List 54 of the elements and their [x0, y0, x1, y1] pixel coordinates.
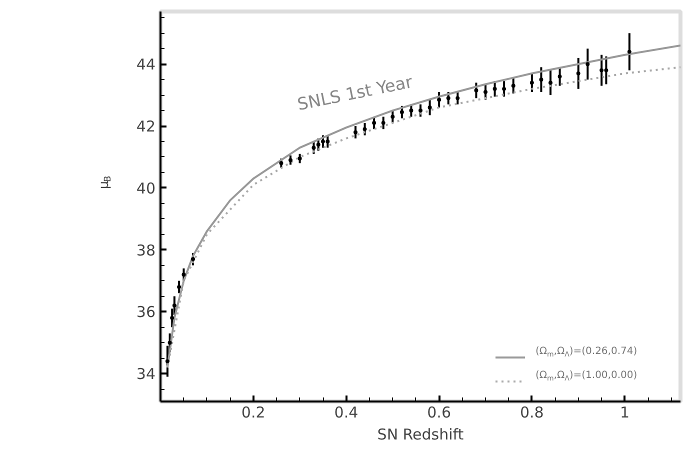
point — [492, 86, 497, 91]
x-axis-title: SN Redshift — [377, 426, 464, 444]
point — [191, 257, 195, 262]
x-tick-label: 0.2 — [241, 404, 266, 422]
point — [312, 146, 316, 150]
point — [437, 98, 442, 102]
x-tick-label: 0.8 — [520, 404, 544, 422]
point — [354, 130, 358, 134]
point — [172, 304, 176, 308]
point — [326, 140, 330, 144]
point — [316, 142, 320, 147]
point — [474, 88, 478, 92]
point — [586, 62, 590, 66]
point — [362, 127, 367, 132]
point — [418, 108, 422, 113]
point — [165, 359, 170, 364]
point — [279, 161, 284, 166]
point — [182, 272, 186, 277]
point — [446, 96, 450, 100]
y-tick-label: 42 — [136, 118, 156, 136]
y-tick-label: 36 — [136, 303, 156, 322]
point — [600, 68, 604, 72]
point — [168, 340, 172, 345]
y-tick-label: 40 — [136, 179, 156, 198]
x-tick-label: 0.6 — [427, 404, 452, 422]
point — [390, 114, 395, 119]
y-tick-label: 38 — [136, 241, 156, 260]
x-tick-label: 0.4 — [334, 404, 358, 422]
y-tick-label: 34 — [136, 365, 156, 384]
point — [409, 108, 414, 113]
point — [372, 120, 376, 125]
point — [428, 105, 432, 110]
point — [400, 110, 404, 114]
point — [511, 84, 516, 88]
x-tick-label: 1 — [620, 404, 630, 422]
point — [530, 80, 534, 85]
point — [576, 71, 580, 76]
point — [288, 158, 292, 162]
point — [502, 86, 506, 91]
point — [627, 50, 632, 54]
y-axis-title: μB — [97, 176, 114, 190]
point — [558, 74, 562, 78]
point — [548, 80, 552, 85]
point — [170, 316, 174, 320]
point — [321, 140, 325, 144]
y-tick-label: 44 — [136, 56, 156, 74]
point — [177, 284, 182, 289]
point — [298, 156, 302, 161]
point — [381, 120, 386, 125]
annotation: SNLS 1st Year — [296, 72, 414, 116]
point — [456, 96, 460, 100]
point — [539, 78, 544, 82]
point — [484, 90, 488, 94]
point — [604, 68, 608, 72]
